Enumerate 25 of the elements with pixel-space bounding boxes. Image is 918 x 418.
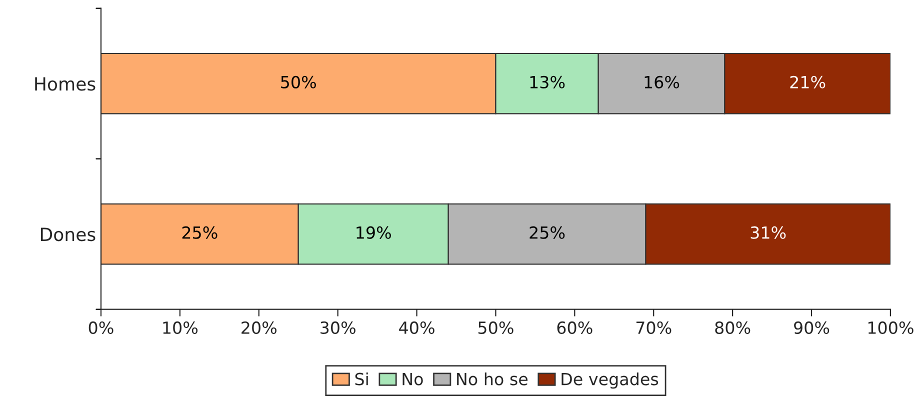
legend-label: No ho se	[457, 372, 528, 386]
x-tick-label: 50%	[478, 321, 514, 334]
legend-label: Si	[355, 372, 368, 386]
y-tick-label: Homes	[35, 77, 96, 91]
legend-label: No	[402, 372, 423, 386]
data-label: 31%	[750, 226, 786, 239]
data-label: 21%	[790, 76, 826, 88]
data-label: 25%	[530, 226, 565, 239]
x-tick-label: 60%	[557, 321, 592, 334]
x-tick-label: 100%	[868, 321, 914, 334]
y-tick-label: Dones	[40, 228, 96, 242]
data-label: 16%	[644, 76, 680, 88]
data-label: 19%	[356, 226, 391, 239]
x-tick-label: 20%	[242, 321, 276, 334]
legend-label: De vegades	[562, 372, 658, 389]
x-tick-label: 10%	[163, 321, 198, 334]
x-tick-label: 90%	[794, 321, 830, 334]
x-tick-label: 0%	[88, 321, 114, 334]
data-label: 13%	[530, 76, 565, 88]
x-tick-label: 40%	[399, 321, 434, 334]
x-tick-label: 30%	[320, 321, 356, 334]
data-label: 50%	[281, 76, 316, 88]
x-tick-label: 70%	[636, 321, 672, 334]
data-label: 25%	[182, 226, 218, 239]
x-tick-label: 80%	[715, 321, 750, 334]
